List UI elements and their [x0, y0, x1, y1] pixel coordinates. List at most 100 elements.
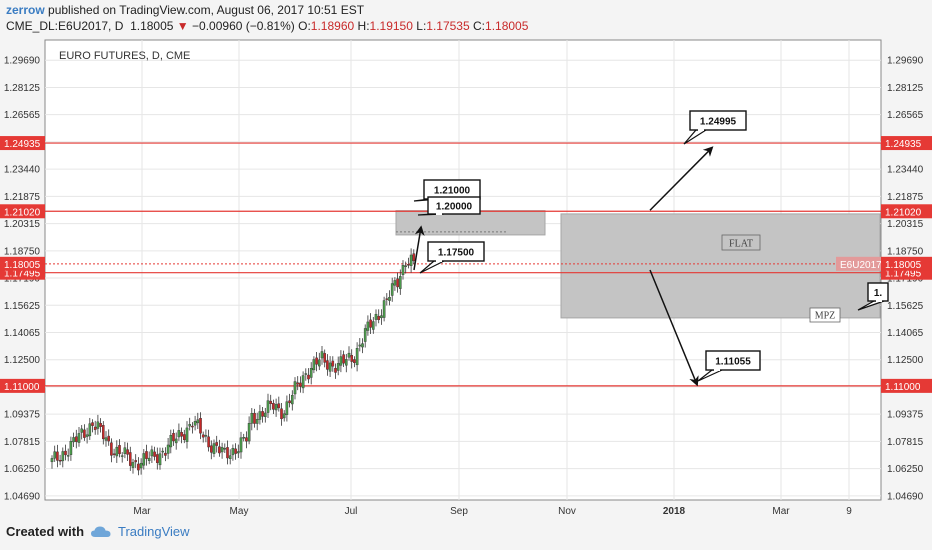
x-tick-label: May: [230, 506, 249, 517]
callout-partial[interactable]: 1.: [857, 282, 889, 311]
candle: [299, 376, 302, 393]
y-tick-label-right: 1.09375: [887, 410, 924, 421]
candle-body: [261, 411, 264, 417]
candle: [231, 444, 235, 461]
candle: [304, 368, 308, 381]
candle-body: [166, 444, 170, 454]
candle-body: [204, 435, 208, 437]
y-tick-label-left: 1.23440: [4, 165, 41, 176]
candle-body: [336, 363, 340, 371]
footer: Created with TradingView: [6, 524, 190, 539]
candle-body: [245, 437, 248, 442]
symbol-tag: [836, 256, 881, 271]
candle: [83, 424, 86, 441]
tradingview-brand[interactable]: TradingView: [118, 524, 190, 539]
candle: [56, 444, 59, 468]
candle-body: [318, 359, 321, 367]
candle: [223, 443, 227, 453]
candle-body: [74, 436, 78, 442]
candle-body: [145, 451, 148, 459]
candle-body: [390, 283, 394, 296]
candle: [393, 277, 397, 291]
candle-body: [191, 425, 194, 428]
candle-body: [299, 382, 302, 387]
candle-body: [123, 447, 127, 454]
candle: [328, 356, 332, 378]
candle-body: [61, 451, 65, 462]
candle-body: [228, 455, 232, 460]
x-tick-label: Nov: [558, 506, 576, 517]
candle-body: [115, 446, 119, 457]
candle-body: [93, 426, 97, 431]
low-value: 1.17535: [426, 19, 470, 33]
callout-111055[interactable]: 1.11055: [697, 350, 761, 382]
candle: [261, 406, 264, 423]
callout-120000[interactable]: 1.20000: [417, 196, 481, 216]
current-price-tag-right: [881, 256, 932, 271]
candle-body: [269, 400, 273, 404]
candle-body: [380, 315, 383, 319]
level-price-tag-left: [0, 204, 45, 219]
candle-body: [326, 360, 329, 370]
arrow-down-target[interactable]: [649, 269, 699, 387]
candle-body: [164, 452, 167, 456]
candle-body: [220, 447, 224, 453]
candle-body: [101, 425, 105, 440]
callout-124995[interactable]: 1.24995: [683, 110, 747, 145]
candle: [355, 342, 359, 372]
candle: [150, 445, 154, 463]
y-tick-label-right: 1.14065: [887, 328, 924, 339]
y-tick-label-right: 1.06250: [887, 464, 924, 475]
candle-body: [355, 348, 359, 366]
candle: [185, 421, 189, 449]
candle-body: [174, 438, 178, 444]
candle: [220, 442, 224, 459]
candle: [247, 416, 251, 445]
price-chart[interactable]: 1.24995 1.21000 1.20000 1.17500 1.11055 1. FLA…: [0, 38, 932, 520]
open-value: 1.18960: [310, 19, 355, 33]
author-name[interactable]: zerrow: [6, 3, 45, 17]
y-tick-label-right: 1.29690: [887, 56, 924, 67]
callout-box: [427, 241, 485, 262]
candle: [215, 435, 219, 453]
y-tick-label-left: 1.15625: [4, 301, 41, 312]
flat-zone-box: [560, 213, 881, 319]
arrow-up-target[interactable]: [649, 146, 714, 211]
candle: [207, 429, 210, 452]
candle: [269, 394, 273, 411]
candle-body: [401, 265, 405, 275]
candle-body: [128, 452, 132, 466]
candle: [80, 425, 83, 440]
callout-117500[interactable]: 1.17500: [419, 241, 485, 274]
zone-label-flat: FLAT: [721, 234, 761, 251]
candle-body: [353, 359, 356, 363]
candle-body: [288, 400, 291, 404]
candle-body: [342, 354, 345, 364]
level-price-label-left: 1.11000: [4, 382, 40, 393]
candle-body: [137, 463, 140, 471]
candle-body: [272, 402, 275, 410]
level-price-label-right: 1.11000: [885, 382, 921, 393]
candle-body: [180, 432, 183, 437]
candle-body: [150, 449, 154, 457]
candle-body: [172, 433, 175, 442]
arrow-short-up[interactable]: [413, 225, 425, 271]
candle: [228, 449, 232, 465]
candle: [115, 440, 119, 463]
symbol-label: CME_DL:E6U2017, D: [6, 19, 124, 33]
candle: [137, 457, 140, 476]
candle-body: [112, 453, 116, 455]
candle: [204, 429, 208, 443]
candle: [301, 371, 305, 394]
candle-body: [304, 373, 308, 375]
candle: [350, 349, 354, 369]
candle: [142, 449, 146, 470]
candle: [128, 446, 132, 471]
level-price-tag-right: [881, 204, 932, 219]
zone-label-text: MPZ: [815, 311, 836, 322]
candle: [396, 272, 399, 293]
candle-body: [255, 419, 259, 424]
candle-body: [212, 443, 216, 454]
candle-body: [53, 451, 56, 459]
candle-body: [242, 437, 246, 439]
